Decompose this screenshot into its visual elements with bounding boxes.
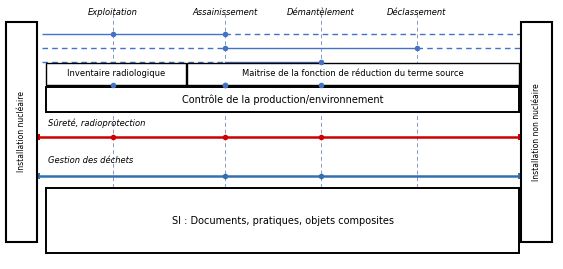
- FancyBboxPatch shape: [46, 87, 519, 112]
- Text: Maitrise de la fonction de réduction du terme source: Maitrise de la fonction de réduction du …: [242, 69, 464, 79]
- FancyBboxPatch shape: [521, 22, 552, 242]
- Text: Sûreté, radioprotection: Sûreté, radioprotection: [48, 118, 145, 128]
- FancyBboxPatch shape: [46, 188, 519, 253]
- Text: Inventaire radiologique: Inventaire radiologique: [67, 69, 165, 79]
- FancyBboxPatch shape: [46, 63, 186, 85]
- Text: SI : Documents, pratiques, objets composites: SI : Documents, pratiques, objets compos…: [172, 215, 394, 226]
- Text: Déclassement: Déclassement: [387, 8, 446, 17]
- Text: Contrôle de la production/environnement: Contrôle de la production/environnement: [182, 94, 383, 105]
- Text: Assainissement: Assainissement: [193, 8, 258, 17]
- Text: Installation nucléaire: Installation nucléaire: [17, 91, 25, 172]
- FancyBboxPatch shape: [187, 63, 519, 85]
- FancyBboxPatch shape: [6, 22, 37, 242]
- Text: Gestion des déchets: Gestion des déchets: [48, 157, 133, 165]
- Text: Installation non nucléaire: Installation non nucléaire: [532, 83, 540, 181]
- Text: Exploitation: Exploitation: [88, 8, 137, 17]
- Text: Démantèlement: Démantèlement: [287, 8, 355, 17]
